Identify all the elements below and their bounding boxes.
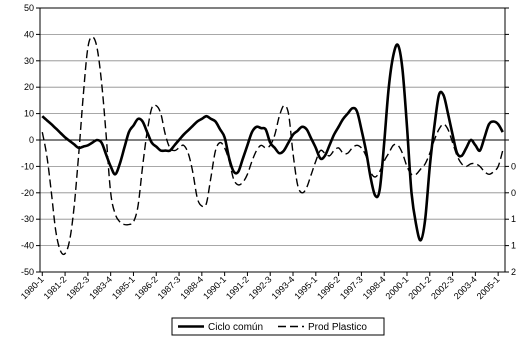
y-tick-label: 30	[24, 56, 34, 66]
plot-frame	[39, 7, 506, 273]
x-tick-label: 1986-2	[133, 274, 160, 301]
x-tick-label: 1980-1	[19, 274, 46, 301]
x-tick-label: 1990-1	[201, 274, 228, 301]
y-tick-label: -30	[21, 214, 34, 224]
y2-tick-label: 1	[511, 241, 516, 251]
legend-label-prod-plastico: Prod Plastico	[308, 322, 367, 333]
x-tick-label: 1998-4	[361, 274, 388, 301]
x-tick-label: 1991-2	[224, 274, 251, 301]
y-tick-label: -20	[21, 188, 34, 198]
y-tick-label: -50	[21, 267, 34, 277]
series-line-ciclo-comun	[41, 43, 504, 242]
series-line-prod-plastico	[41, 36, 504, 256]
y-tick-label: -10	[21, 161, 34, 171]
y2-tick-label: 2	[511, 267, 516, 277]
x-tick-label: 1988-4	[178, 274, 205, 301]
x-tick-label: 1982-3	[64, 274, 91, 301]
y-tick-label: 40	[24, 29, 34, 39]
x-tick-label: 2002-3	[429, 274, 456, 301]
x-tick-label: 1993-4	[270, 274, 297, 301]
x-tick-label: 1992-3	[247, 274, 274, 301]
y-tick-label: -40	[21, 241, 34, 251]
x-tick-label: 1985-1	[110, 274, 137, 301]
x-tick-label: 1995-1	[292, 274, 319, 301]
y2-tick-label: 0	[511, 161, 516, 171]
x-tick-label: 2005-1	[475, 274, 502, 301]
x-tick-label: 1997-3	[338, 274, 365, 301]
y2-tick-label: 0	[511, 188, 516, 198]
series-lines	[41, 36, 504, 256]
x-tick-label: 2001-2	[406, 274, 433, 301]
x-tick-label: 2003-4	[452, 274, 479, 301]
x-tick-label: 1983-4	[87, 274, 114, 301]
x-tick-label: 1987-3	[156, 274, 183, 301]
legend-label-ciclo-comun: Ciclo común	[208, 322, 263, 333]
x-tick-label: 1996-2	[315, 274, 342, 301]
secondary-y-axis: 2 1 1 0 0	[505, 7, 516, 277]
legend: Ciclo común Prod Plastico	[171, 317, 385, 336]
x-tick-label: 1981-2	[42, 274, 69, 301]
y-tick-label: 20	[24, 82, 34, 92]
x-axis: 1980-11981-21982-31983-41985-11986-21987…	[19, 139, 505, 301]
y-tick-label: 50	[24, 3, 34, 13]
y-tick-label: 0	[29, 135, 34, 145]
y-tick-label: 10	[24, 109, 34, 119]
y2-tick-label: 1	[511, 214, 516, 224]
x-tick-label: 2000-1	[384, 274, 411, 301]
y-axis: -50 -40 -30 -20 -10 0 10 20 30 40 50	[21, 3, 40, 277]
